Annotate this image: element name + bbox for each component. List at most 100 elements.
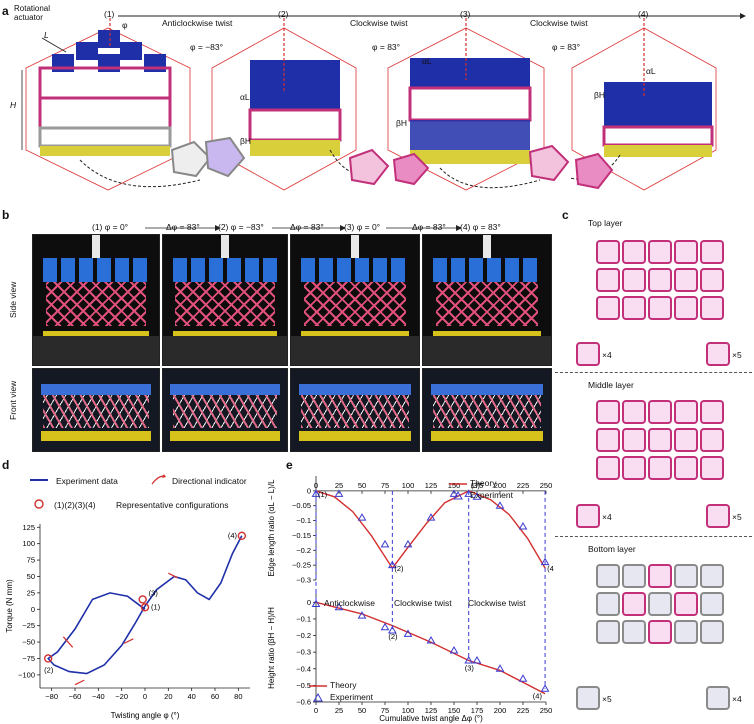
x-tick-label: 175 xyxy=(471,706,484,715)
x-tick-label: 100 xyxy=(402,706,415,715)
experiment-point xyxy=(311,489,321,497)
experiment-point xyxy=(387,560,397,569)
alphaL-label: αL xyxy=(240,92,250,102)
experiment-point xyxy=(495,664,505,672)
panel-b-letter: b xyxy=(2,208,10,222)
x-tick-label: −20 xyxy=(115,692,128,701)
x-tick-label: 50 xyxy=(358,706,366,715)
top-right-cell xyxy=(706,342,730,366)
experiment-point xyxy=(357,611,367,619)
y-tick-label: −50 xyxy=(22,638,35,647)
alphaL-label-4: αL xyxy=(646,66,656,76)
config-2-label: (2) xyxy=(278,9,289,19)
y-tick-label: 75 xyxy=(27,556,35,565)
y-tick-label: −0.3 xyxy=(296,576,311,585)
height-config-label: (2) xyxy=(388,632,398,641)
panel-d-legend xyxy=(30,479,48,509)
x-tick-label: 50 xyxy=(358,481,366,490)
top-layer-title: Top layer xyxy=(588,218,623,228)
x-tick-label: 200 xyxy=(494,706,507,715)
y-tick-label: 125 xyxy=(22,523,35,532)
height-config-label: (3) xyxy=(465,663,475,672)
height-legend-keys xyxy=(309,685,327,702)
x-tick-label: 125 xyxy=(425,706,438,715)
experiment-point xyxy=(357,513,367,521)
y-axis-label: Edge length ratio (αL − L)/L xyxy=(267,479,276,577)
y-tick-label: 0 xyxy=(31,605,35,614)
experiment-point xyxy=(464,489,474,497)
experiment-point xyxy=(380,539,390,548)
front-photo-2 xyxy=(162,368,288,452)
legend-directional-arrow xyxy=(151,474,166,485)
direction-arrow xyxy=(168,572,178,579)
bottom-right-count: ×4 xyxy=(732,694,742,704)
y-tick-label: −0.1 xyxy=(296,516,311,525)
config-marker-label: (3) xyxy=(149,588,159,597)
top-left-count: ×4 xyxy=(602,350,612,360)
x-tick-label: 0 xyxy=(314,706,318,715)
alphaL-label-3: αL xyxy=(422,56,432,66)
side-photo-4 xyxy=(422,234,552,366)
y-tick-label: −0.25 xyxy=(292,561,311,570)
config-marker xyxy=(237,531,247,541)
x-tick-label: 25 xyxy=(335,481,343,490)
y-tick-label: −0.2 xyxy=(296,546,311,555)
side-photo-3 xyxy=(290,234,420,366)
y-tick-label: −75 xyxy=(22,654,35,663)
y-tick-label: −0.1 xyxy=(296,614,311,623)
bottom-layer-cubes xyxy=(596,564,724,644)
x-tick-label: 150 xyxy=(448,481,461,490)
transition-3-label: Clockwise twist xyxy=(530,18,588,28)
transition-2-label: Clockwise twist xyxy=(350,18,408,28)
y-axis-label: Height ratio (βH − H)/H xyxy=(267,607,276,689)
betaH-label-3: βH xyxy=(396,118,408,128)
direction-arrow xyxy=(62,636,74,648)
y-axis-label: Torque (N mm) xyxy=(5,579,14,633)
transition-3-angle: φ = 83° xyxy=(552,42,581,52)
x-tick-label: −40 xyxy=(92,692,105,701)
config-marker xyxy=(138,595,147,604)
config-4-label: (4) xyxy=(638,9,649,19)
x-tick-label: 25 xyxy=(335,706,343,715)
experiment-point xyxy=(472,655,482,664)
config-marker-label: (2) xyxy=(44,665,54,674)
actuator-label: Rotational actuator xyxy=(14,4,51,22)
state-3-label: (3) φ = 0° xyxy=(344,222,381,232)
panel-a-letter: a xyxy=(2,4,9,18)
y-tick-label: 0 xyxy=(307,486,311,495)
bottom-left-cell xyxy=(576,686,600,710)
delta-1-label: Δφ = 83° xyxy=(166,222,200,232)
middle-layer-cubes xyxy=(596,400,724,480)
betaH-label: βH xyxy=(240,136,252,146)
bottom-layer-title: Bottom layer xyxy=(588,544,636,554)
experiment-point xyxy=(334,602,344,611)
config-1-label: (1) xyxy=(104,9,115,19)
config-marker-label: (1) xyxy=(151,602,161,611)
x-tick-label: 250 xyxy=(540,706,553,715)
x-tick-label: 100 xyxy=(402,481,415,490)
panel-b-arrows xyxy=(145,225,462,231)
torque-curve xyxy=(47,535,243,675)
experiment-point xyxy=(518,522,528,530)
x-tick-label: 125 xyxy=(425,481,438,490)
experiment-point xyxy=(387,626,397,634)
experiment-point xyxy=(449,489,459,497)
experiment-point xyxy=(334,489,344,497)
top-layer-cubes xyxy=(596,240,724,320)
experiment-point xyxy=(426,513,436,521)
middle-left-cell xyxy=(576,504,600,528)
twist-label-clockwise-1: Clockwise twist xyxy=(394,598,452,608)
y-tick-label: 100 xyxy=(22,539,35,548)
y-tick-label: −0.2 xyxy=(296,631,311,640)
front-photo-1 xyxy=(32,368,160,452)
edge-legend-experiment: Experiment xyxy=(470,490,513,500)
x-tick-label: 75 xyxy=(381,481,389,490)
y-tick-label: 0 xyxy=(307,598,311,607)
experiment-point xyxy=(449,645,459,654)
y-tick-label: −0.3 xyxy=(296,648,311,657)
direction-arrow xyxy=(74,679,85,686)
layer-divider-1 xyxy=(555,372,752,373)
transition-2-angle: φ = 83° xyxy=(372,42,401,52)
height-legend-theory: Theory xyxy=(330,680,357,690)
middle-layer-title: Middle layer xyxy=(588,380,634,390)
